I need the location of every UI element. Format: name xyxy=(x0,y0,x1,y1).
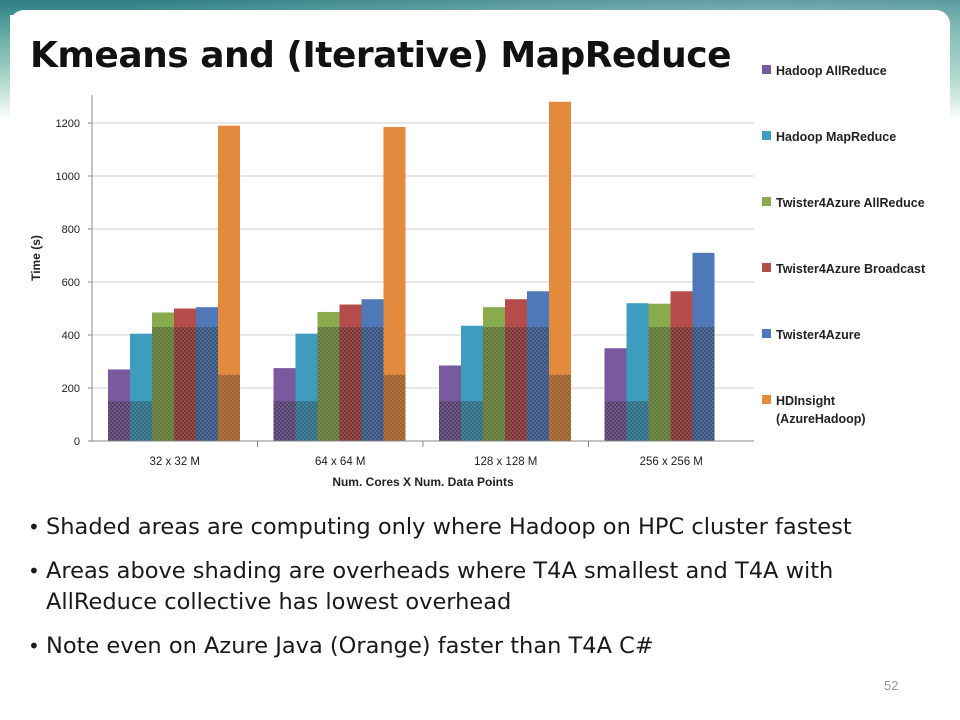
bar-shaded-compute xyxy=(670,327,693,441)
legend-swatch xyxy=(762,197,771,206)
bar-shaded-compute xyxy=(604,401,627,441)
bullet-item: • Areas above shading are overheads where… xyxy=(28,556,948,618)
bar-shaded-compute xyxy=(196,327,218,441)
bar xyxy=(383,126,406,441)
bar-shaded-compute xyxy=(130,401,152,441)
x-axis-title: Num. Cores X Num. Data Points xyxy=(332,475,514,489)
bullet-item: • Note even on Azure Java (Orange) faster… xyxy=(28,631,948,662)
bar xyxy=(218,125,240,442)
legend-label: Twister4Azure Broadcast xyxy=(776,262,926,276)
bar-shaded-compute xyxy=(317,327,340,441)
y-tick-label: 400 xyxy=(62,330,80,342)
y-tick-label: 600 xyxy=(62,277,80,289)
legend-item: Twister4Azure Broadcast xyxy=(762,260,951,278)
bullet-list: • Shaded areas are computing only where H… xyxy=(28,512,948,675)
y-axis-title: Time (s) xyxy=(29,235,43,281)
bar-shaded-compute xyxy=(461,401,483,441)
title-box: Kmeans and (Iterative) MapReduce xyxy=(10,15,752,95)
y-tick-label: 800 xyxy=(62,224,80,236)
bar-shaded-compute xyxy=(108,401,130,441)
legend-label: Twister4Azure AllReduce xyxy=(776,196,925,210)
bullet-text: Areas above shading are overheads where … xyxy=(46,558,834,615)
bar-shaded-compute xyxy=(549,374,571,441)
bullet-dot-icon: • xyxy=(28,634,40,658)
legend-swatch xyxy=(762,329,771,338)
bar-shaded-compute xyxy=(174,327,196,441)
x-tick-label: 64 x 64 M xyxy=(315,456,366,468)
legend-label: Hadoop AllReduce xyxy=(776,64,887,78)
bullet-dot-icon: • xyxy=(28,515,40,539)
y-tick-label: 200 xyxy=(62,383,80,395)
y-tick-label: 1200 xyxy=(56,118,80,130)
bullet-text: Shaded areas are computing only where Ha… xyxy=(46,514,852,540)
legend-label: HDInsight (AzureHadoop) xyxy=(776,394,866,426)
bar-shaded-compute xyxy=(273,401,296,441)
y-tick-label: 1000 xyxy=(56,171,80,183)
x-tick-label: 256 x 256 M xyxy=(640,456,703,468)
x-tick-label: 32 x 32 M xyxy=(150,456,201,468)
bullet-item: • Shaded areas are computing only where H… xyxy=(28,512,948,543)
bar-shaded-compute xyxy=(152,327,174,441)
bar-shaded-compute xyxy=(339,327,362,441)
bar-shaded-compute xyxy=(295,401,318,441)
slide-title: Kmeans and (Iterative) MapReduce xyxy=(30,34,732,76)
bullet-dot-icon: • xyxy=(28,559,40,583)
bar-shaded-compute xyxy=(626,401,649,441)
bar-shaded-compute xyxy=(483,327,505,441)
page-number: 52 xyxy=(884,678,899,693)
bar xyxy=(549,101,571,442)
bar-shaded-compute xyxy=(383,374,406,441)
legend-swatch xyxy=(762,131,771,140)
bar-shaded-compute xyxy=(648,327,671,441)
bar-shaded-compute xyxy=(692,327,715,441)
legend-item: Twister4Azure AllReduce xyxy=(762,194,951,212)
y-tick-label: 0 xyxy=(74,436,80,448)
bullet-text: Note even on Azure Java (Orange) faster … xyxy=(46,633,654,659)
axis-labels: Time (s) Num. Cores X Num. Data Points 0… xyxy=(29,118,703,489)
legend-item: Hadoop AllReduce xyxy=(762,62,951,80)
legend-item: Hadoop MapReduce xyxy=(762,128,951,146)
bar-shaded-compute xyxy=(505,327,527,441)
bar-shaded-compute xyxy=(218,374,240,441)
bar-chart: Time (s) Num. Cores X Num. Data Points 0… xyxy=(29,95,754,489)
legend-label: Twister4Azure xyxy=(776,328,861,342)
bar-shaded-compute xyxy=(527,327,549,441)
legend-item: HDInsight (AzureHadoop) xyxy=(762,392,951,428)
legend-swatch xyxy=(762,65,771,74)
bars xyxy=(108,101,715,442)
legend-item: Twister4Azure xyxy=(762,326,951,344)
legend-swatch xyxy=(762,263,771,272)
legend-label: Hadoop MapReduce xyxy=(776,130,897,144)
bar-shaded-compute xyxy=(361,327,384,441)
x-tick-label: 128 x 128 M xyxy=(474,456,537,468)
legend-swatch xyxy=(762,395,771,404)
bar-shaded-compute xyxy=(439,401,461,441)
